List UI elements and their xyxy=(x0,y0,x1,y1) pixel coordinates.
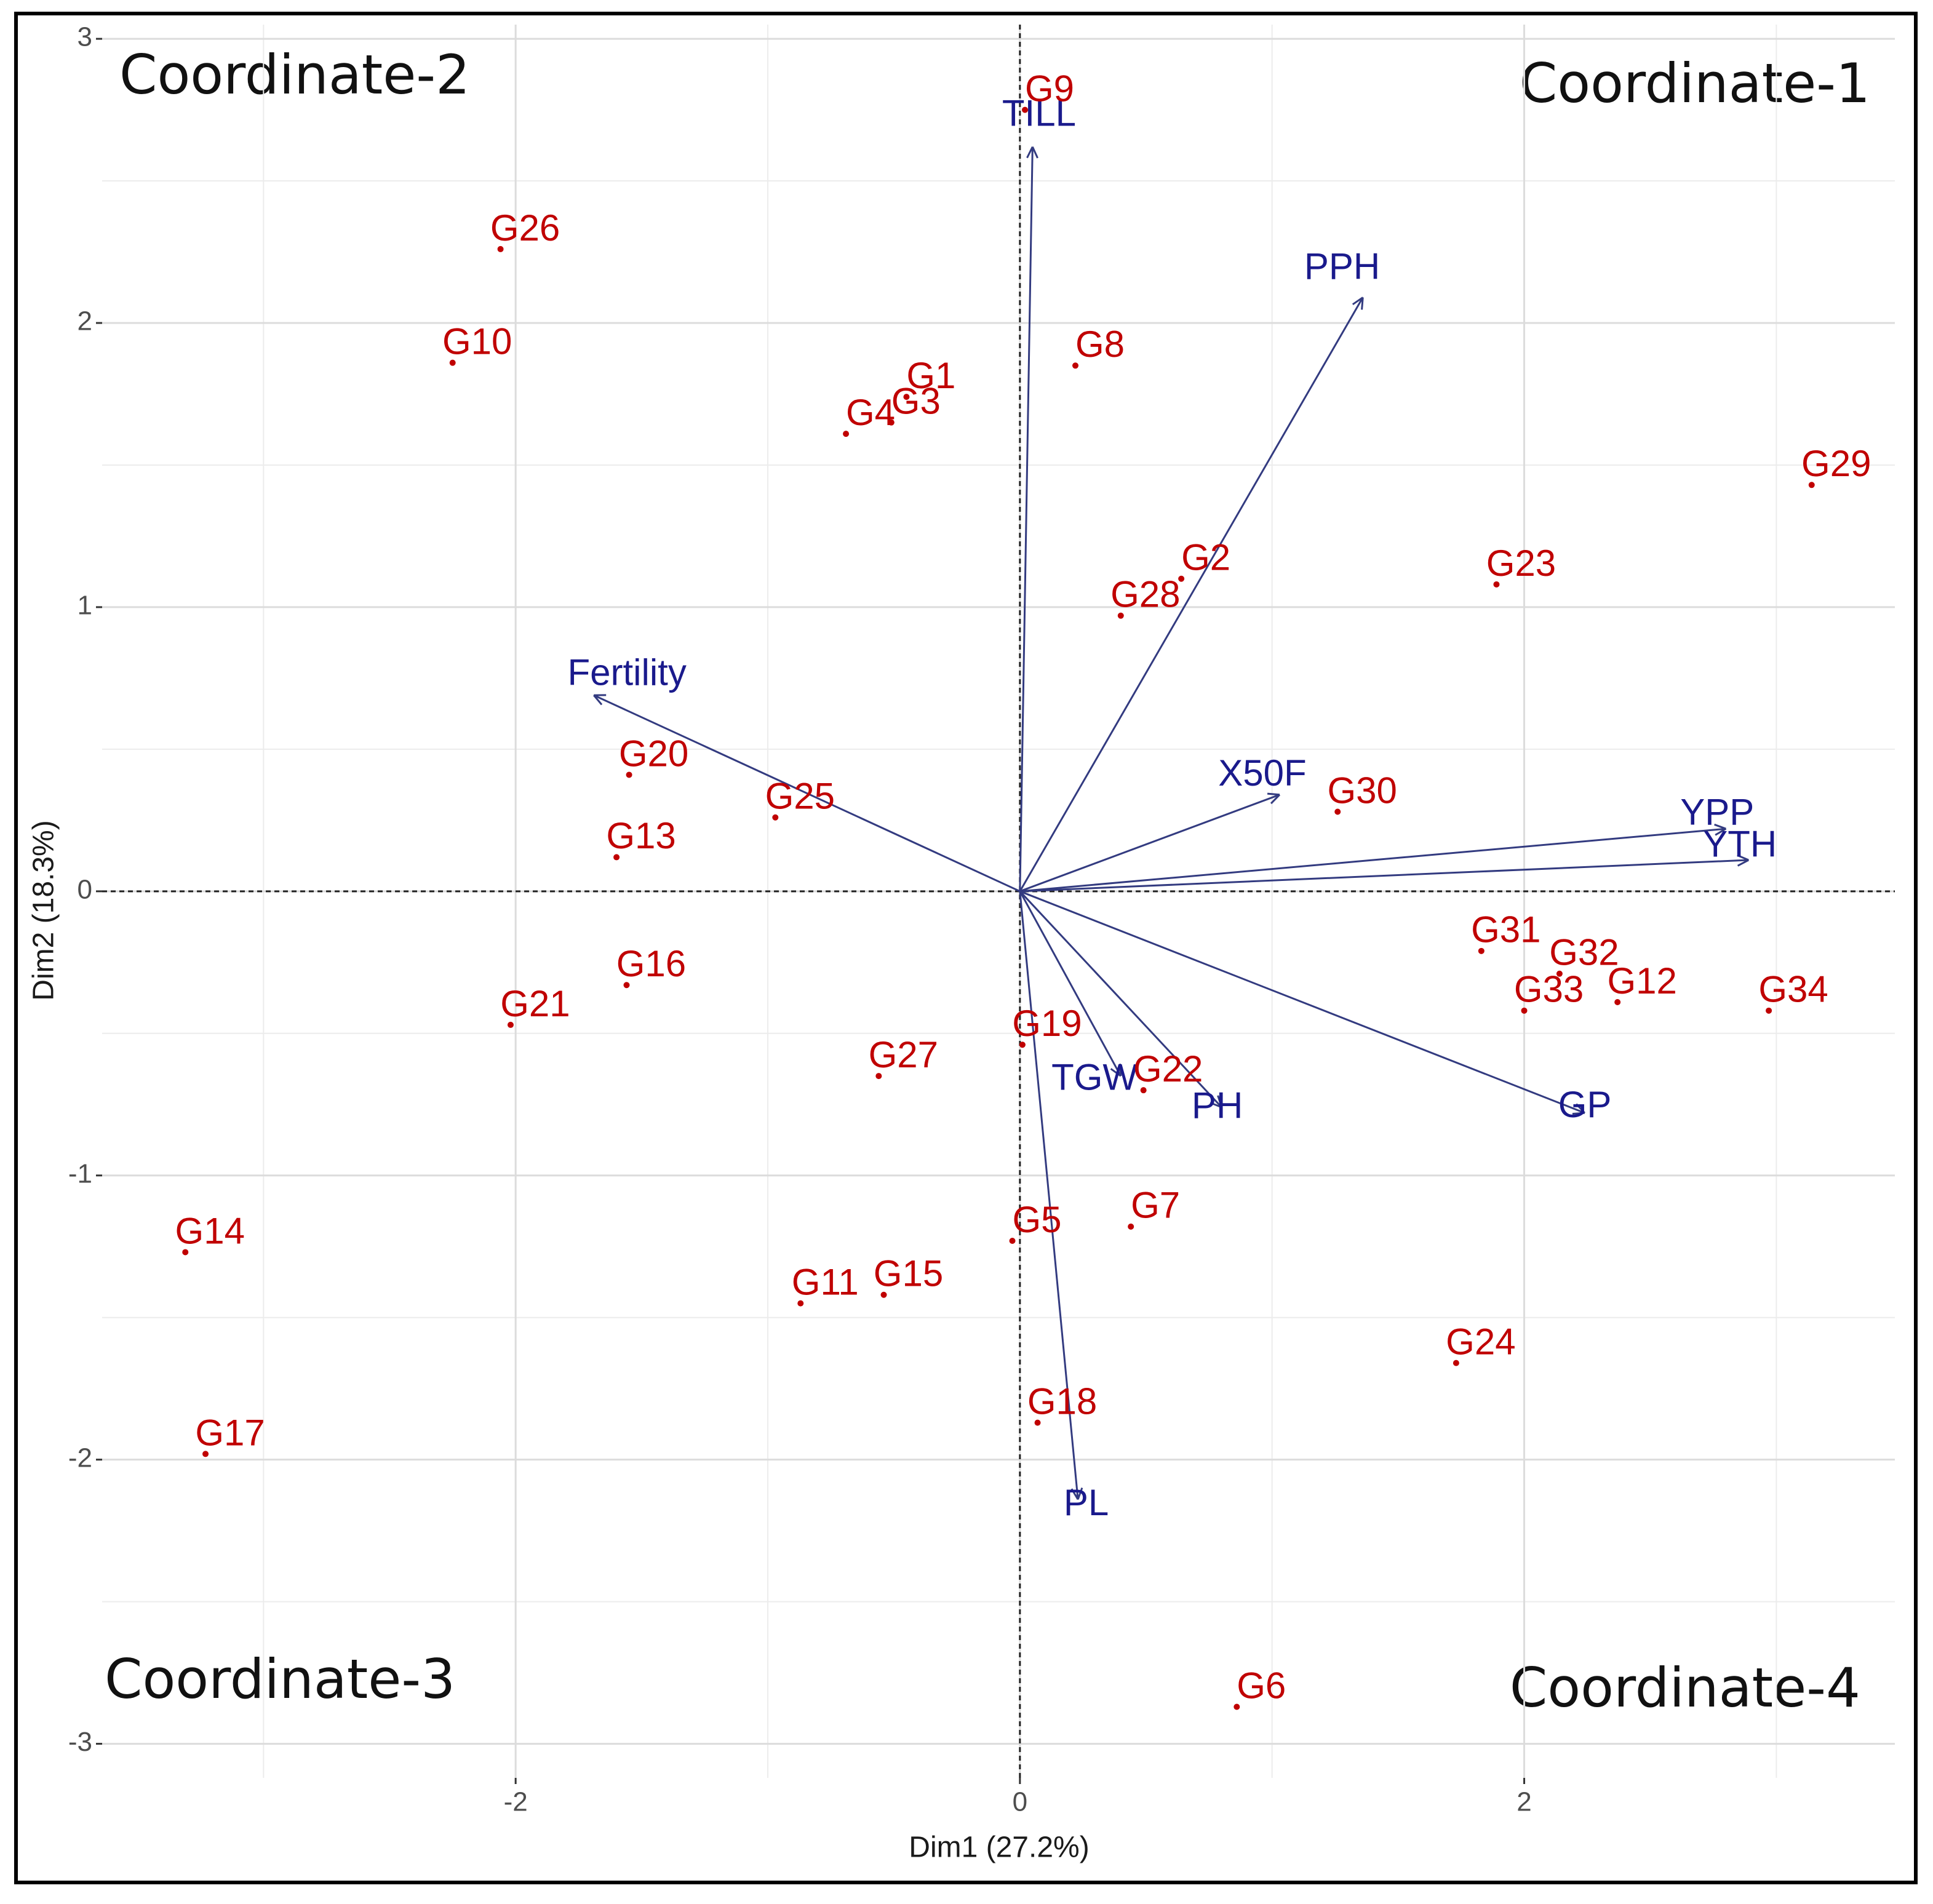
vector-arrow xyxy=(1020,147,1032,891)
point-label: G5 xyxy=(1013,1199,1062,1240)
point-label: G27 xyxy=(869,1034,938,1075)
point-label: G11 xyxy=(792,1261,859,1302)
y-tick-label: -2 xyxy=(68,1443,92,1473)
x-tick-label: 2 xyxy=(1517,1787,1531,1817)
point-label: G28 xyxy=(1110,574,1180,615)
point-label: G2 xyxy=(1181,537,1230,578)
vector-arrow xyxy=(1020,297,1363,891)
point-label: G33 xyxy=(1514,969,1584,1010)
y-tick-label: 2 xyxy=(78,306,92,337)
point-label: G7 xyxy=(1131,1185,1180,1226)
vector-label: PH xyxy=(1192,1085,1243,1126)
vector-label: Fertility xyxy=(567,651,686,693)
point-label: G30 xyxy=(1328,770,1397,811)
vector-label: PPH xyxy=(1304,245,1380,287)
point-label: G20 xyxy=(619,733,688,774)
vector-label: GP xyxy=(1558,1084,1612,1125)
y-tick-label: -3 xyxy=(68,1727,92,1757)
quadrant-label: Coordinate-3 xyxy=(105,1647,455,1711)
point-label: G29 xyxy=(1801,443,1871,484)
y-tick-label: 3 xyxy=(78,22,92,52)
point-label: G23 xyxy=(1486,543,1556,584)
x-tick-label: 0 xyxy=(1013,1787,1027,1817)
point-label: G14 xyxy=(175,1210,245,1251)
loading-vector xyxy=(1020,855,1748,891)
loading-vector xyxy=(1020,824,1726,891)
point-label: G17 xyxy=(195,1412,265,1453)
quadrant-label: Coordinate-4 xyxy=(1510,1656,1860,1719)
vector-label: TGW xyxy=(1051,1056,1138,1097)
point-label: G31 xyxy=(1471,909,1540,950)
point-label: G26 xyxy=(490,207,560,249)
arrow-head xyxy=(1362,297,1363,309)
point-label: G18 xyxy=(1027,1380,1097,1422)
vector-label: YTH xyxy=(1703,824,1777,865)
loading-vector xyxy=(1020,297,1363,891)
vector-arrow xyxy=(1020,860,1748,891)
y-tick-label: 1 xyxy=(78,591,92,621)
point-label: G24 xyxy=(1446,1321,1515,1362)
quadrant-label: Coordinate-1 xyxy=(1520,52,1870,115)
arrow-head xyxy=(1267,794,1280,795)
vector-label: PL xyxy=(1064,1482,1109,1523)
point-label: G9 xyxy=(1025,68,1074,109)
point-label: G4 xyxy=(846,392,895,433)
point-label: G6 xyxy=(1237,1665,1286,1706)
point-label: G16 xyxy=(616,943,686,984)
point-label: G10 xyxy=(442,321,512,362)
point-label: G22 xyxy=(1133,1048,1203,1089)
vector-label: X50F xyxy=(1218,752,1306,794)
x-tick-label: -2 xyxy=(504,1787,528,1817)
y-tick-label: 0 xyxy=(78,874,92,904)
vector-arrow xyxy=(1020,829,1726,891)
point-label: G19 xyxy=(1012,1003,1082,1044)
point-label: G13 xyxy=(606,815,676,856)
loading-vector xyxy=(1020,794,1280,891)
point-label: G34 xyxy=(1758,969,1828,1010)
quadrant-label: Coordinate-2 xyxy=(119,43,470,106)
x-axis-title: Dim1 (27.2%) xyxy=(909,1831,1089,1864)
point-label: G8 xyxy=(1075,324,1125,365)
point-label: G3 xyxy=(891,381,941,422)
y-axis-title: Dim2 (18.3%) xyxy=(28,820,60,1000)
point-label: G21 xyxy=(500,983,570,1024)
loading-vector xyxy=(1020,147,1038,891)
point-label: G15 xyxy=(874,1253,943,1294)
point-label: G25 xyxy=(765,776,835,817)
y-tick-label: -1 xyxy=(68,1158,92,1189)
point-label: G32 xyxy=(1549,932,1619,973)
vector-arrow xyxy=(1020,795,1280,891)
